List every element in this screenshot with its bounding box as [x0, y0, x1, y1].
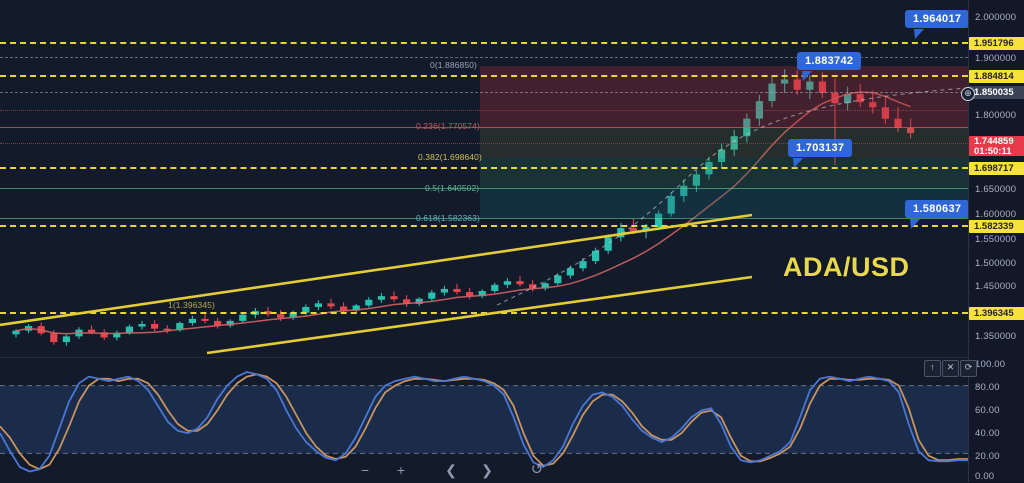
callout-1883742[interactable]: 1.883742	[797, 52, 862, 70]
fib-label-0236: 0.236(1.770574)	[416, 121, 480, 131]
price-tick: 1.350000	[975, 331, 1017, 342]
hline-fib-05	[0, 188, 968, 189]
chart-bottom-toolbar[interactable]: − + ❮ ❯ ↺	[355, 460, 547, 480]
price-tick: 2.000000	[975, 12, 1017, 23]
price-tick: 1.900000	[975, 53, 1017, 64]
scroll-left-button[interactable]: ❮	[445, 462, 457, 478]
fib-label-0618: 0.618(1.582363)	[416, 213, 480, 223]
callout-1703137[interactable]: 1.703137	[788, 139, 853, 157]
osc-tick: 40.00	[975, 428, 1000, 439]
current-price-marker-icon[interactable]: ⊕	[961, 87, 975, 101]
price-tick: 1.800000	[975, 110, 1017, 121]
collapse-pane-button[interactable]: ↑	[924, 360, 941, 377]
refresh-pane-button[interactable]: ⟳	[960, 360, 977, 377]
fib-label-0: 0(1.886850)	[430, 60, 477, 70]
hline-midzone-dotted	[0, 143, 968, 144]
close-pane-button[interactable]: ✕	[942, 360, 959, 377]
fib-label-1: 1(1.396345)	[168, 300, 215, 310]
oscillator-axis[interactable]: 100.00 80.00 60.00 40.00 20.00 0.00	[968, 357, 1024, 482]
zoom-out-button[interactable]: −	[360, 462, 370, 478]
reset-view-button[interactable]: ↺	[530, 461, 544, 478]
osc-tick: 20.00	[975, 451, 1000, 462]
stochastic-oscillator-pane[interactable]	[0, 357, 968, 483]
hline-1698717	[0, 167, 968, 169]
price-tag-1951796[interactable]: 1.951796	[969, 37, 1024, 50]
hline-1951796	[0, 42, 968, 44]
price-tick: 1.500000	[975, 258, 1017, 269]
price-chart-pane[interactable]: 0(1.886850) 0.236(1.770574) 0.382(1.6986…	[0, 0, 968, 356]
fib-zone-green	[480, 158, 968, 188]
stochastic-series	[0, 371, 968, 473]
price-tick: 1.450000	[975, 281, 1017, 292]
fib-zone-teal	[480, 188, 968, 218]
price-axis[interactable]: 2.000000 1.900000 1.800000 1.650000 1.60…	[968, 0, 1024, 356]
hline-current-price	[0, 92, 968, 93]
price-tag-countdown[interactable]: 1.744859 01:50:11	[969, 136, 1024, 157]
osc-tick: 100.00	[975, 359, 1006, 370]
price-tick: 1.600000	[975, 209, 1017, 220]
zoom-in-button[interactable]: +	[396, 462, 406, 478]
osc-tick: 80.00	[975, 382, 1000, 393]
hline-1884814	[0, 75, 968, 77]
hline-1396345	[0, 312, 968, 314]
fib-label-0382: 0.382(1.698640)	[418, 152, 482, 162]
countdown-price: 1.744859	[974, 136, 1014, 147]
price-tag-1396345[interactable]: 1.396345	[969, 307, 1024, 320]
callout-1580637[interactable]: 1.580637	[905, 200, 968, 218]
callout-1964017[interactable]: 1.964017	[905, 10, 968, 28]
price-tag-current[interactable]: 1.850035	[969, 86, 1024, 99]
hline-fib-0618	[0, 218, 968, 219]
price-tag-1698717[interactable]: 1.698717	[969, 162, 1024, 175]
hline-upper-dashed	[0, 57, 968, 58]
fib-label-05: 0.5(1.640502)	[425, 183, 480, 193]
osc-tick: 60.00	[975, 405, 1000, 416]
hline-fib-0236-dotted	[0, 110, 968, 111]
hline-1582339	[0, 225, 968, 227]
hline-fib-0236	[0, 127, 968, 128]
symbol-watermark: ADA/USD	[783, 252, 910, 282]
osc-tick: 0.00	[975, 471, 995, 482]
price-tag-1884814[interactable]: 1.884814	[969, 70, 1024, 83]
scroll-right-button[interactable]: ❯	[481, 462, 493, 478]
countdown-timer: 01:50:11	[974, 146, 1012, 157]
price-tag-1582339[interactable]: 1.582339	[969, 220, 1024, 233]
price-tick: 1.650000	[975, 184, 1017, 195]
price-tick: 1.550000	[975, 234, 1017, 245]
